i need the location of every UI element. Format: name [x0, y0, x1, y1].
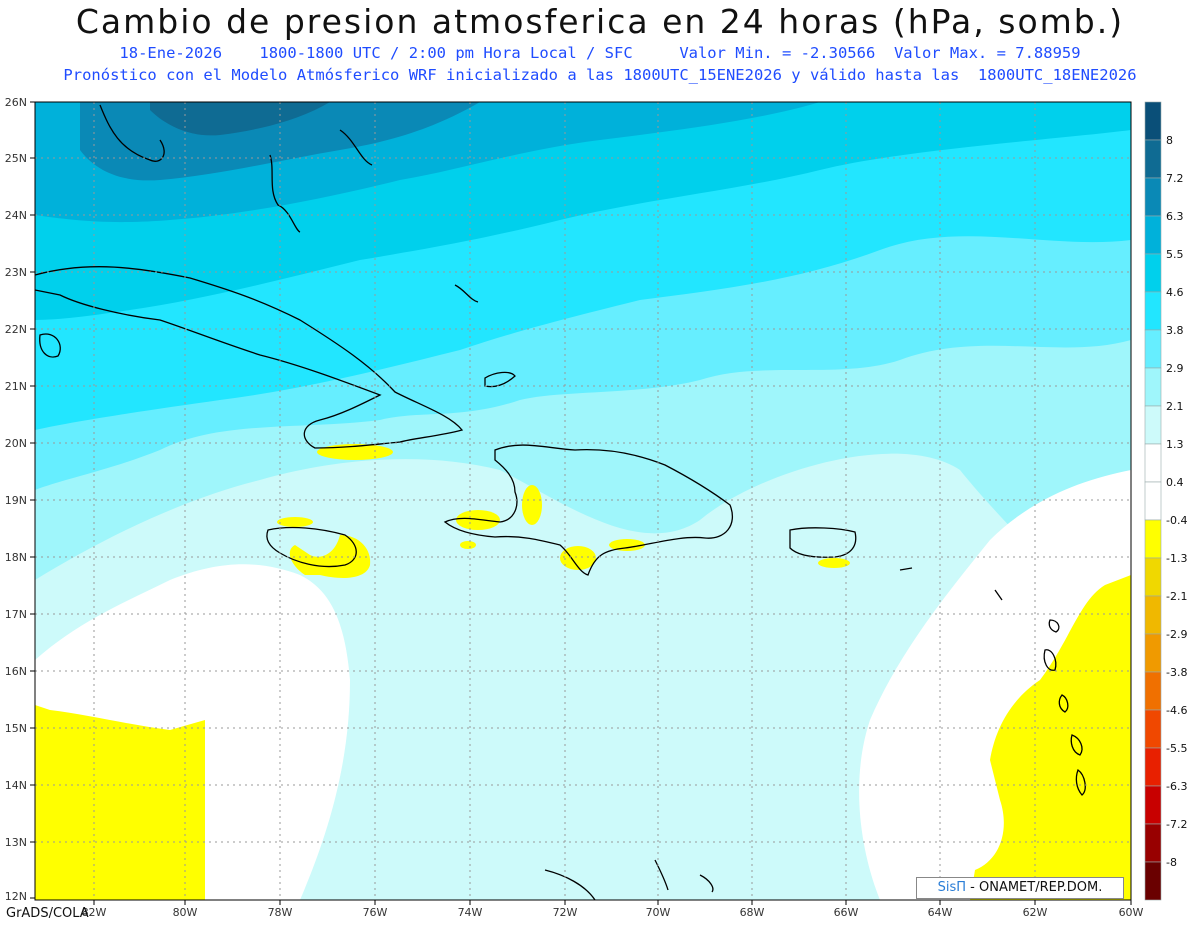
lat-lon-grid: [35, 102, 1131, 900]
lon-label: 70W: [646, 906, 671, 919]
shaded-field: [35, 102, 1131, 900]
lat-label: 13N: [5, 836, 27, 849]
lat-label: 12N: [5, 890, 27, 903]
lon-label: 66W: [834, 906, 859, 919]
credit-text: - ONAMET/REP.DOM.: [970, 880, 1103, 895]
lat-label: 22N: [5, 323, 27, 336]
lon-label: 76W: [363, 906, 388, 919]
colorbar-swatch: [1144, 785, 1162, 825]
colorbar-label: -2.9: [1166, 628, 1187, 641]
colorbar-label: 4.6: [1166, 286, 1184, 299]
plot-frame: [34, 101, 1132, 901]
colorbar-label: -7.2: [1166, 818, 1187, 831]
lat-label: 18N: [5, 551, 27, 564]
colorbar-label: 0.4: [1166, 476, 1184, 489]
lon-label: 74W: [458, 906, 483, 919]
longitude-labels: 82W 80W 78W 76W 74W 72W 70W 68W 66W 64W …: [82, 906, 1144, 919]
colorbar: 8 7.2 6.3 5.5 4.6 3.8 2.9 2.1 1.3 0.4 -0.4 -1.3 -2.1…: [1144, 101, 1187, 901]
lon-label: 78W: [268, 906, 293, 919]
colorbar-label: 6.3: [1166, 210, 1184, 223]
colorbar-swatch: [1144, 747, 1162, 787]
lat-label: 26N: [5, 96, 27, 109]
footer-grads: GrADS/COLA: [6, 906, 89, 921]
colorbar-swatch: [1144, 823, 1162, 863]
colorbar-swatch: [1144, 595, 1162, 635]
colorbar-swatch: [1144, 861, 1162, 901]
latitude-labels: 26N 25N 24N 23N 22N 21N 20N 19N 18N 17N …: [5, 96, 27, 903]
lat-label: 24N: [5, 209, 27, 222]
colorbar-label: -8: [1166, 856, 1177, 869]
lat-label: 14N: [5, 779, 27, 792]
colorbar-label: -5.5: [1166, 742, 1187, 755]
lon-label: 68W: [740, 906, 765, 919]
brand-logo-text: SisΠ: [937, 880, 967, 895]
colorbar-swatch: [1144, 101, 1162, 141]
credit-box: SisΠ - ONAMET/REP.DOM.: [916, 877, 1124, 899]
colorbar-swatch: [1144, 709, 1162, 749]
lat-label: 19N: [5, 494, 27, 507]
colorbar-swatch: [1144, 481, 1162, 521]
map-title: Cambio de presion atmosferica en 24 hora…: [75, 2, 1125, 41]
lon-label: 64W: [928, 906, 953, 919]
colorbar-swatch: [1144, 671, 1162, 711]
colorbar-label: -2.1: [1166, 590, 1187, 603]
lon-label: 72W: [553, 906, 578, 919]
lat-label: 17N: [5, 608, 27, 621]
lon-label: 60W: [1119, 906, 1144, 919]
lon-label: 80W: [173, 906, 198, 919]
colorbar-label: -0.4: [1166, 514, 1187, 527]
colorbar-swatch: [1144, 633, 1162, 673]
colorbar-label: 5.5: [1166, 248, 1184, 261]
colorbar-swatch: [1144, 291, 1162, 331]
colorbar-label: 8: [1166, 134, 1173, 147]
colorbar-label: 7.2: [1166, 172, 1184, 185]
colorbar-swatch: [1144, 519, 1162, 559]
colorbar-swatch: [1144, 253, 1162, 293]
colorbar-swatch: [1144, 139, 1162, 179]
lon-label: 82W: [82, 906, 107, 919]
colorbar-label: 2.9: [1166, 362, 1184, 375]
pressure-change-map: 26N 25N 24N 23N 22N 21N 20N 19N 18N 17N …: [5, 96, 1188, 919]
lat-label: 25N: [5, 152, 27, 165]
colorbar-label: 2.1: [1166, 400, 1184, 413]
colorbar-swatch: [1144, 215, 1162, 255]
colorbar-label: 3.8: [1166, 324, 1184, 337]
colorbar-swatch: [1144, 443, 1162, 483]
colorbar-swatch: [1144, 329, 1162, 369]
lat-label: 23N: [5, 266, 27, 279]
colorbar-label: -1.3: [1166, 552, 1187, 565]
colorbar-label: -6.3: [1166, 780, 1187, 793]
lon-label: 62W: [1023, 906, 1048, 919]
coastlines: [35, 104, 1086, 900]
lat-label: 21N: [5, 380, 27, 393]
colorbar-swatch: [1144, 367, 1162, 407]
subtitle-date-values: 18-Ene-2026 1800-1800 UTC / 2:00 pm Hora…: [119, 44, 1081, 62]
colorbar-swatch: [1144, 557, 1162, 597]
colorbar-swatch: [1144, 177, 1162, 217]
lat-label: 16N: [5, 665, 27, 678]
colorbar-label: -4.6: [1166, 704, 1187, 717]
lat-label: 20N: [5, 437, 27, 450]
subtitle-model-info: Pronóstico con el Modelo Atmósferico WRF…: [63, 66, 1137, 84]
lat-label: 15N: [5, 722, 27, 735]
colorbar-label: -3.8: [1166, 666, 1187, 679]
colorbar-swatch: [1144, 405, 1162, 445]
colorbar-label: 1.3: [1166, 438, 1184, 451]
